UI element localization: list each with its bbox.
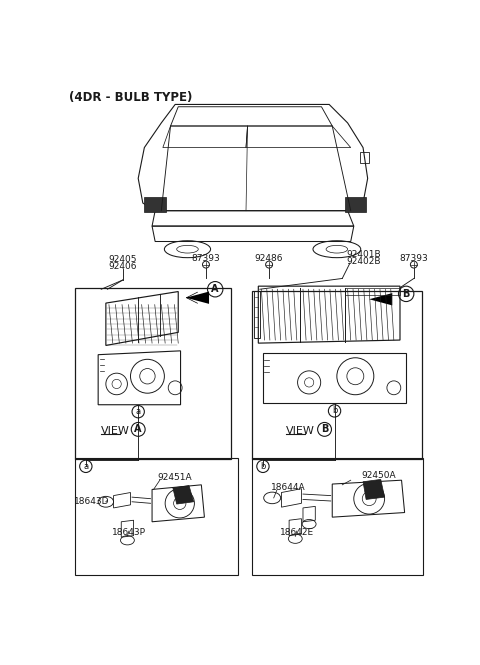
Text: 92450A: 92450A: [361, 471, 396, 480]
Text: VIEW: VIEW: [286, 426, 315, 436]
Bar: [252, 458, 423, 575]
Text: a: a: [83, 462, 88, 471]
Text: 92406: 92406: [108, 262, 137, 271]
Text: 92451A: 92451A: [158, 473, 192, 481]
Text: 18643P: 18643P: [112, 528, 146, 537]
Text: 92405: 92405: [108, 255, 137, 265]
Text: 87393: 87393: [399, 254, 428, 263]
Text: A: A: [212, 284, 219, 294]
Polygon shape: [363, 479, 384, 499]
Text: 18644A: 18644A: [271, 483, 306, 492]
Text: 92402B: 92402B: [346, 257, 381, 266]
Bar: [75, 288, 230, 459]
Polygon shape: [173, 485, 193, 504]
Text: 92401B: 92401B: [346, 250, 381, 259]
Text: 18642E: 18642E: [280, 528, 314, 537]
Text: b: b: [260, 462, 265, 471]
Text: b: b: [332, 406, 337, 416]
Text: B: B: [402, 289, 410, 299]
Bar: [75, 458, 238, 575]
Text: 18643D: 18643D: [74, 497, 110, 506]
Polygon shape: [144, 197, 166, 212]
Text: 92486: 92486: [255, 254, 283, 263]
Text: VIEW: VIEW: [101, 426, 130, 436]
Polygon shape: [186, 291, 209, 304]
Text: A: A: [134, 424, 142, 434]
Polygon shape: [369, 293, 392, 305]
Text: 87393: 87393: [192, 254, 220, 263]
Text: a: a: [136, 407, 141, 416]
Text: (4DR - BULB TYPE): (4DR - BULB TYPE): [69, 90, 192, 104]
Polygon shape: [345, 197, 366, 212]
Bar: [252, 291, 421, 459]
Text: B: B: [321, 424, 328, 434]
